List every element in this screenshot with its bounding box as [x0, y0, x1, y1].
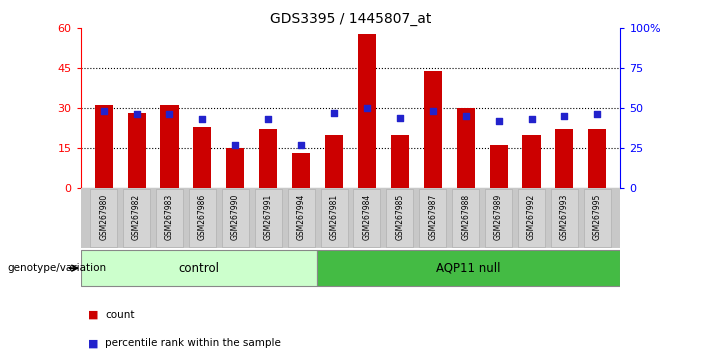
- Text: GSM267993: GSM267993: [560, 193, 569, 240]
- Bar: [456, 108, 475, 188]
- Bar: [588, 129, 606, 188]
- Text: GSM267980: GSM267980: [99, 193, 108, 240]
- Bar: [128, 113, 146, 188]
- Text: GSM267992: GSM267992: [527, 193, 536, 240]
- FancyBboxPatch shape: [518, 189, 545, 247]
- Text: AQP11 null: AQP11 null: [436, 262, 501, 275]
- Bar: [95, 105, 113, 188]
- FancyBboxPatch shape: [485, 189, 512, 247]
- FancyBboxPatch shape: [320, 189, 348, 247]
- Bar: [226, 148, 245, 188]
- FancyBboxPatch shape: [584, 189, 611, 247]
- Text: GSM267981: GSM267981: [329, 193, 339, 240]
- FancyBboxPatch shape: [419, 189, 447, 247]
- FancyBboxPatch shape: [386, 189, 414, 247]
- Text: GSM267991: GSM267991: [264, 193, 273, 240]
- Point: [329, 110, 340, 116]
- Point: [394, 115, 405, 120]
- FancyBboxPatch shape: [452, 189, 479, 247]
- Text: GSM267989: GSM267989: [494, 193, 503, 240]
- Point: [230, 142, 241, 147]
- Point: [361, 105, 372, 111]
- Bar: [193, 127, 212, 188]
- Bar: [391, 135, 409, 188]
- Point: [98, 108, 109, 114]
- FancyBboxPatch shape: [123, 189, 150, 247]
- Point: [427, 108, 438, 114]
- Text: ■: ■: [88, 310, 98, 320]
- FancyBboxPatch shape: [156, 189, 183, 247]
- FancyBboxPatch shape: [287, 189, 315, 247]
- Bar: [555, 129, 573, 188]
- Text: GSM267986: GSM267986: [198, 193, 207, 240]
- Text: percentile rank within the sample: percentile rank within the sample: [105, 338, 281, 348]
- Point: [460, 113, 471, 119]
- Text: GSM267990: GSM267990: [231, 193, 240, 240]
- Text: GSM267982: GSM267982: [132, 193, 141, 240]
- Point: [197, 116, 208, 122]
- FancyBboxPatch shape: [353, 189, 381, 247]
- Text: GSM267994: GSM267994: [297, 193, 306, 240]
- Point: [131, 112, 142, 117]
- Text: GSM267983: GSM267983: [165, 193, 174, 240]
- Point: [493, 118, 504, 124]
- Text: GSM267995: GSM267995: [593, 193, 602, 240]
- Bar: [259, 129, 278, 188]
- Point: [526, 116, 537, 122]
- Text: GSM267988: GSM267988: [461, 193, 470, 240]
- Point: [263, 116, 274, 122]
- Text: ■: ■: [88, 338, 98, 348]
- FancyBboxPatch shape: [222, 189, 249, 247]
- Bar: [423, 71, 442, 188]
- Point: [559, 113, 570, 119]
- Title: GDS3395 / 1445807_at: GDS3395 / 1445807_at: [270, 12, 431, 26]
- Text: GSM267987: GSM267987: [428, 193, 437, 240]
- Bar: [161, 105, 179, 188]
- Text: control: control: [178, 262, 219, 275]
- Point: [296, 142, 307, 147]
- FancyBboxPatch shape: [189, 189, 216, 247]
- FancyBboxPatch shape: [254, 189, 282, 247]
- Bar: [489, 145, 508, 188]
- FancyBboxPatch shape: [551, 189, 578, 247]
- Text: genotype/variation: genotype/variation: [7, 263, 106, 273]
- Bar: [522, 135, 540, 188]
- FancyBboxPatch shape: [90, 189, 117, 247]
- Text: GSM267985: GSM267985: [395, 193, 404, 240]
- FancyBboxPatch shape: [317, 250, 620, 286]
- Point: [164, 112, 175, 117]
- Bar: [325, 135, 343, 188]
- FancyBboxPatch shape: [81, 250, 317, 286]
- Point: [592, 112, 603, 117]
- Bar: [292, 153, 310, 188]
- Text: GSM267984: GSM267984: [362, 193, 372, 240]
- Text: count: count: [105, 310, 135, 320]
- Bar: [358, 34, 376, 188]
